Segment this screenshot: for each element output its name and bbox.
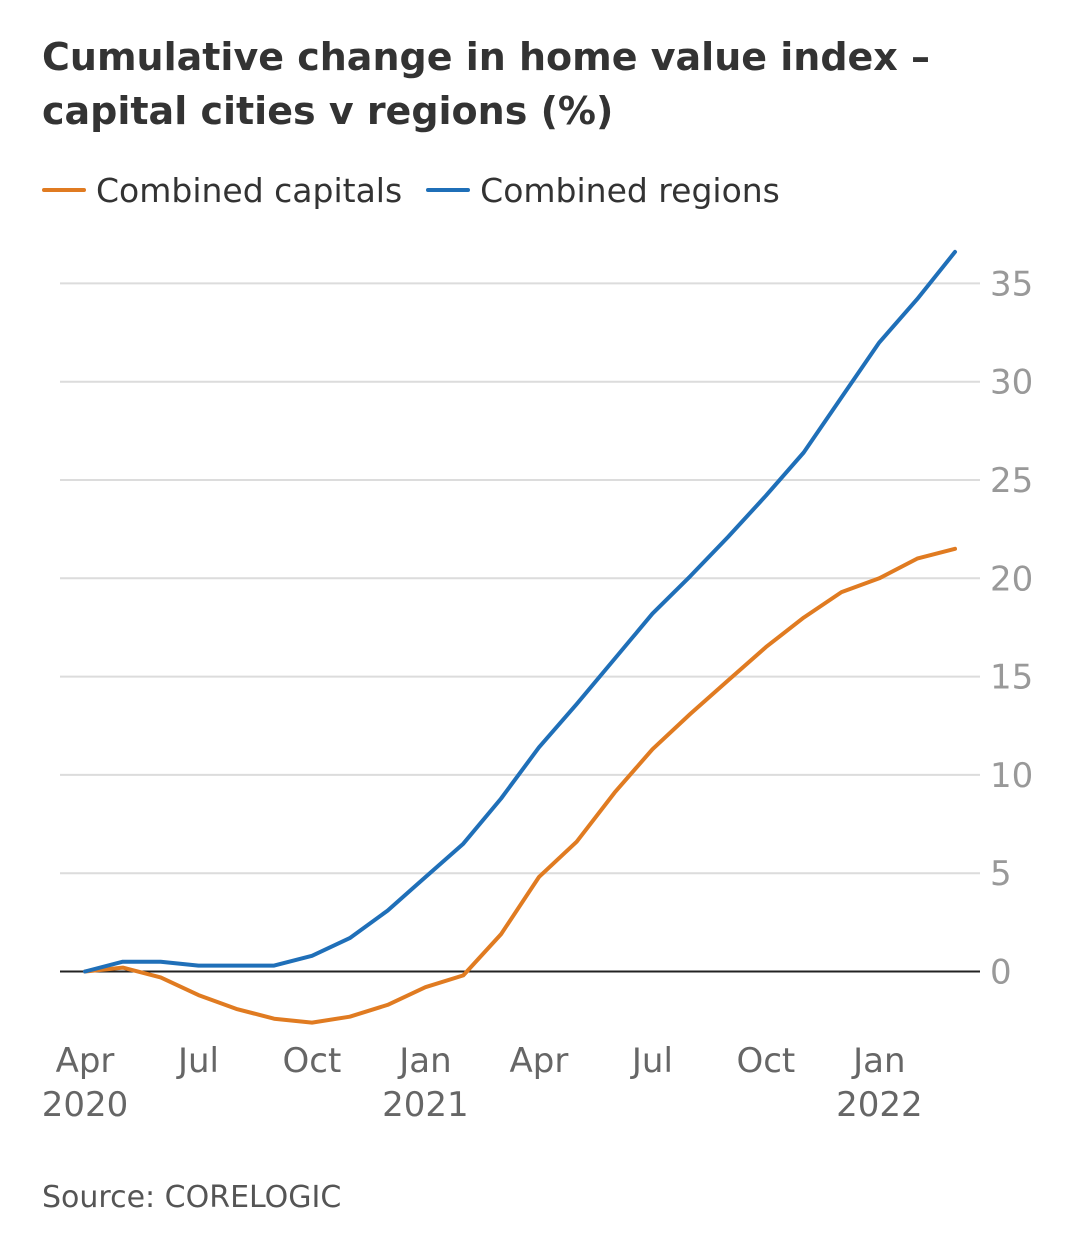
y-tick-labels: 0 5 10 15 20 25 30 35 [990,264,1033,992]
line-layer [83,249,957,1025]
legend-item-regions: Combined regions [426,171,780,210]
source-note: Source: CORELOGIC [42,1180,342,1215]
chart-legend: Combined capitals Combined regions [42,168,804,212]
grid-layer [60,282,980,973]
x-tick-labels: Apr 2020 Jul Oct Jan 2021 Apr Jul Oct Jan 2022 [42,1041,923,1125]
x-tick-label-2021-01: Jan 2021 [382,1041,469,1125]
y-tick-label-0: 0 [990,953,1012,993]
line-chart: 0 5 10 15 20 25 30 35 Apr 2020 Jul Oct Jan 2021 Apr Ju… [42,249,1033,1125]
y-tick-label-25: 25 [990,461,1033,501]
x-tick-label-2021-07: Jul [630,1041,673,1081]
y-tick-label-30: 30 [990,363,1033,403]
x-tick-label-2020-07: Jul [176,1041,219,1081]
y-tick-label-5: 5 [990,854,1012,894]
x-tick-label-2021-10: Oct [736,1041,795,1081]
y-tick-label-15: 15 [990,658,1033,698]
x-tick-label-2020-10: Oct [283,1041,342,1081]
y-tick-label-10: 10 [990,756,1033,796]
y-tick-label-35: 35 [990,264,1033,304]
series-line-capitals [83,546,957,1025]
legend-swatch-regions [426,188,471,192]
legend-swatch-capitals [42,188,86,192]
chart-title: Cumulative change in home value index – … [42,35,931,133]
x-tick-label-2020-04: Apr 2020 [42,1041,129,1125]
x-tick-label-2021-04: Apr [509,1041,568,1081]
x-tick-label-2022-01: Jan 2022 [836,1041,923,1125]
y-tick-label-20: 20 [990,559,1033,599]
legend-label-capitals: Combined capitals [96,170,403,210]
legend-item-capitals: Combined capitals [42,171,402,210]
series-line-regions [83,249,957,974]
legend-label-regions: Combined regions [480,170,780,210]
